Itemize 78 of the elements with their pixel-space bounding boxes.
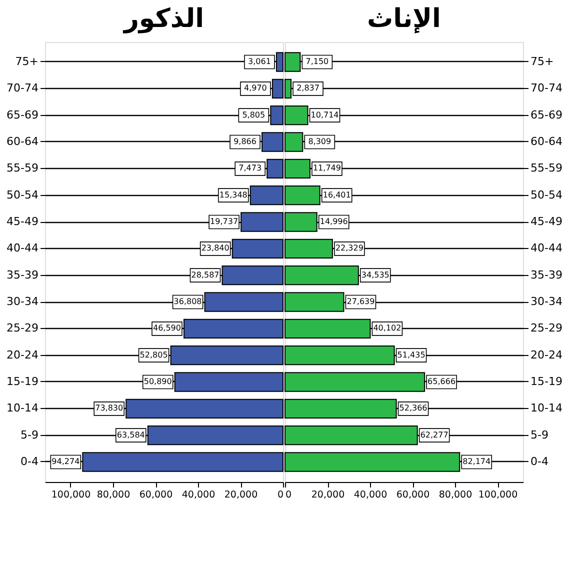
y-tick-label: 70-74 [530, 82, 562, 95]
y-tick-label: 65-69 [530, 108, 562, 122]
chart-title: الذكور [122, 4, 204, 34]
data-label: 14,996 [320, 217, 348, 226]
data-label: 7,150 [306, 57, 329, 66]
data-label: 19,737 [210, 217, 238, 226]
y-tick-label: 35-39 [6, 268, 38, 282]
data-label: 2,837 [296, 84, 320, 93]
data-label: 65,666 [428, 377, 456, 386]
y-tick-label: 10-14 [6, 402, 38, 415]
data-label: 40,102 [373, 324, 402, 333]
x-tick-label: 80,000 [96, 490, 130, 500]
data-label: 7,473 [238, 164, 262, 173]
y-tick-label: 55-59 [530, 162, 562, 175]
data-label: 5,805 [242, 110, 266, 120]
data-label: 16,401 [322, 190, 351, 200]
data-label: 46,590 [152, 324, 181, 333]
data-label: 36,808 [174, 297, 202, 306]
y-tick-label: 0-4 [20, 455, 38, 468]
y-tick-label: 75+ [530, 55, 554, 68]
y-tick-label: 45-49 [530, 215, 562, 228]
x-tick-label: 100,000 [51, 490, 91, 500]
data-label: 52,366 [399, 404, 428, 413]
y-tick-label: 5-9 [20, 428, 38, 442]
chart-title: الإناث [367, 4, 441, 34]
x-tick-label: 80,000 [438, 490, 472, 500]
y-tick-label: 30-34 [530, 295, 562, 308]
y-tick-label: 60-64 [6, 135, 38, 148]
y-tick-label: 5-9 [530, 428, 548, 442]
y-tick-label: 30-34 [6, 295, 38, 308]
data-label: 22,329 [335, 244, 364, 253]
data-label: 50,890 [144, 377, 172, 386]
data-label: 11,749 [312, 164, 341, 173]
y-tick-label: 75+ [15, 55, 38, 68]
y-tick-label: 25-29 [530, 322, 562, 335]
y-tick-label: 15-19 [530, 375, 562, 388]
data-label: 9,866 [234, 137, 256, 146]
data-label: 94,274 [52, 457, 80, 466]
data-label: 73,830 [95, 404, 124, 413]
x-tick-label: 60,000 [396, 490, 430, 500]
y-tick-label: 0-4 [530, 455, 548, 468]
x-tick-label: 40,000 [182, 490, 216, 500]
data-label: 4,970 [244, 84, 267, 93]
y-tick-label: 20-24 [6, 348, 38, 362]
y-tick-label: 60-64 [530, 135, 562, 148]
y-tick-label: 35-39 [530, 268, 562, 282]
data-label: 28,587 [191, 270, 220, 280]
data-label: 34,535 [361, 270, 390, 280]
data-label: 27,639 [346, 297, 375, 306]
y-tick-label: 10-14 [530, 402, 562, 415]
data-label: 82,174 [462, 457, 491, 466]
y-tick-label: 45-49 [6, 215, 38, 228]
x-tick-label: 0 [277, 490, 284, 500]
y-tick-label: 65-69 [6, 108, 38, 122]
y-tick-label: 50-54 [530, 188, 562, 202]
x-tick-label: 20,000 [311, 490, 345, 500]
data-label: 51,435 [397, 350, 426, 360]
y-tick-label: 25-29 [6, 322, 38, 335]
data-label: 15,348 [219, 190, 248, 200]
data-label: 3,061 [248, 57, 271, 66]
y-tick-label: 40-44 [6, 242, 38, 255]
data-label: 8,309 [308, 137, 332, 146]
y-tick-label: 20-24 [530, 348, 562, 362]
data-label: 62,277 [420, 430, 448, 440]
data-label: 23,840 [201, 244, 230, 253]
x-tick-label: 100,000 [478, 490, 518, 500]
x-tick-label: 20,000 [224, 490, 258, 500]
y-tick-label: 70-74 [6, 82, 38, 95]
y-tick-label: 55-59 [6, 162, 38, 175]
data-label: 10,714 [310, 110, 339, 120]
y-tick-label: 50-54 [6, 188, 38, 202]
data-label: 52,805 [140, 350, 168, 360]
data-label: 63,584 [116, 430, 145, 440]
x-tick-label: 60,000 [139, 490, 173, 500]
y-tick-label: 40-44 [530, 242, 562, 255]
x-tick-label: 0 [286, 490, 292, 500]
y-tick-label: 15-19 [6, 375, 38, 388]
x-tick-label: 40,000 [354, 490, 388, 500]
